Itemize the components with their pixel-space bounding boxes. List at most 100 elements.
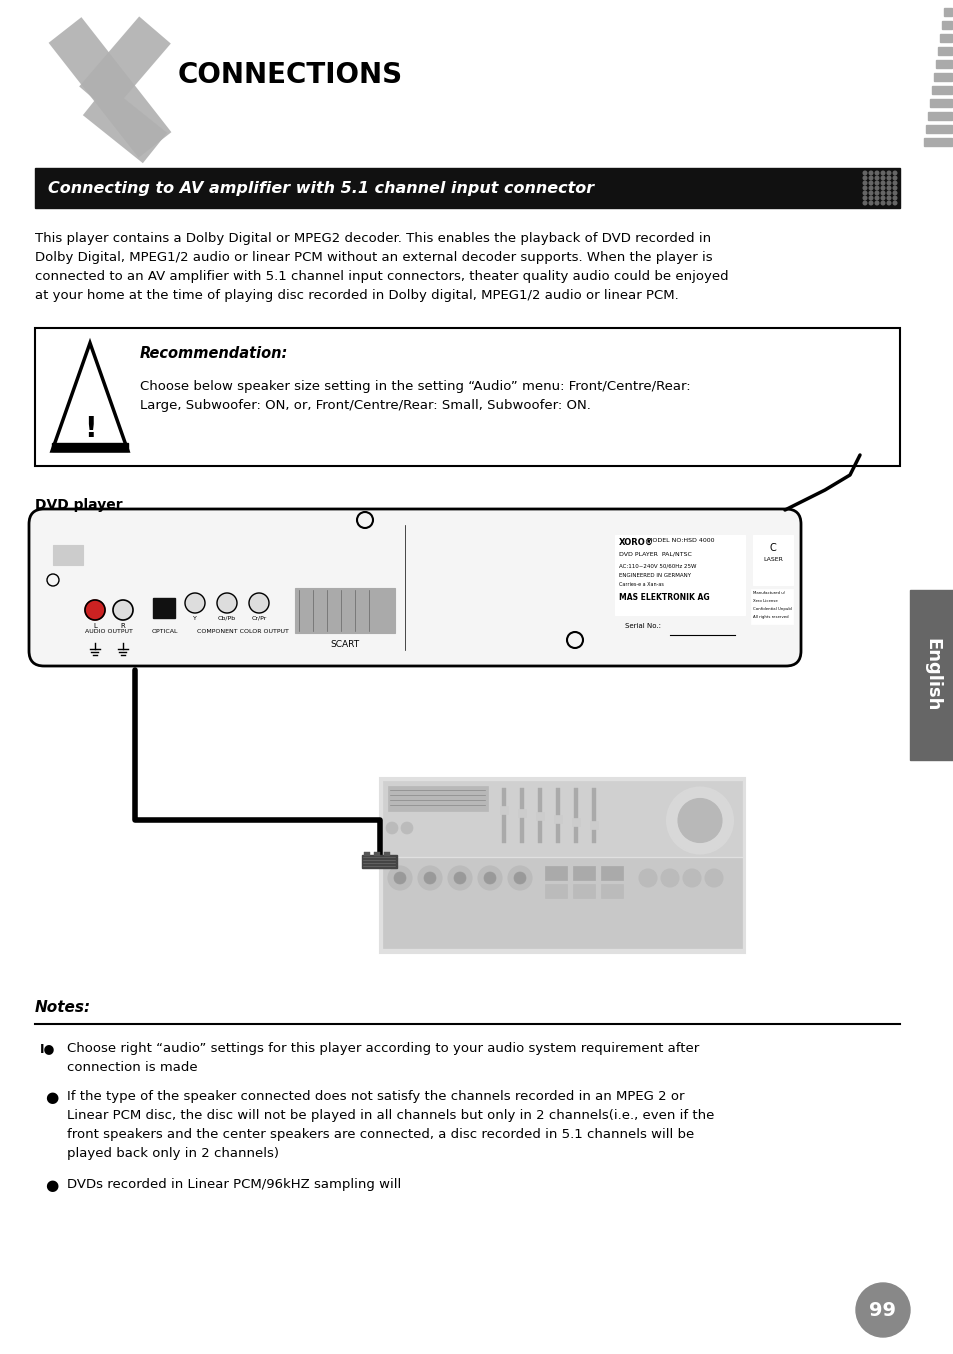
Circle shape: [868, 181, 872, 184]
Circle shape: [862, 171, 866, 175]
Bar: [937, 47, 951, 56]
Circle shape: [892, 187, 896, 190]
Text: OPTICAL: OPTICAL: [152, 630, 178, 634]
Text: Cb/Pb: Cb/Pb: [217, 616, 235, 621]
Bar: [573, 884, 595, 898]
Bar: [501, 788, 505, 844]
Circle shape: [886, 191, 890, 195]
Bar: [544, 884, 566, 898]
Circle shape: [886, 196, 890, 200]
Text: connected to an AV amplifier with 5.1 channel input connectors, theater quality : connected to an AV amplifier with 5.1 ch…: [35, 269, 728, 283]
Text: Confidential Unpubl: Confidential Unpubl: [752, 607, 791, 611]
Bar: [35, 328, 899, 466]
Text: front speakers and the center speakers are connected, a disc recorded in 5.1 cha: front speakers and the center speakers a…: [67, 1128, 694, 1141]
Circle shape: [881, 202, 883, 204]
Text: ●: ●: [45, 1178, 58, 1193]
Circle shape: [394, 872, 406, 884]
Text: CONNECTIONS: CONNECTIONS: [178, 61, 403, 89]
Text: COMPONENT COLOR OUTPUT: COMPONENT COLOR OUTPUT: [197, 630, 289, 634]
Bar: [600, 867, 622, 880]
Circle shape: [886, 176, 890, 180]
Text: R: R: [120, 623, 125, 630]
Bar: [574, 788, 578, 844]
Text: at your home at the time of playing disc recorded in Dolby digital, MPEG1/2 audi: at your home at the time of playing disc…: [35, 288, 678, 302]
Circle shape: [892, 171, 896, 175]
Circle shape: [892, 181, 896, 184]
Circle shape: [886, 171, 890, 175]
Circle shape: [886, 202, 890, 204]
Circle shape: [868, 171, 872, 175]
Bar: [600, 884, 622, 898]
Bar: [573, 867, 595, 880]
Circle shape: [423, 872, 436, 884]
Bar: [537, 788, 541, 844]
Text: Notes:: Notes:: [35, 1001, 91, 1016]
Circle shape: [868, 191, 872, 195]
Circle shape: [881, 181, 883, 184]
Bar: [556, 788, 559, 844]
Bar: [35, 168, 899, 209]
Circle shape: [85, 600, 105, 620]
Bar: [554, 815, 561, 823]
Circle shape: [862, 202, 866, 204]
Circle shape: [881, 191, 883, 195]
Circle shape: [868, 202, 872, 204]
Text: L: L: [93, 623, 97, 630]
Bar: [929, 99, 951, 107]
Text: Y: Y: [193, 616, 196, 621]
Text: C: C: [769, 543, 776, 552]
Circle shape: [874, 196, 878, 200]
Circle shape: [881, 187, 883, 190]
Circle shape: [417, 867, 441, 890]
Bar: [931, 87, 951, 93]
Circle shape: [892, 176, 896, 180]
Circle shape: [249, 593, 269, 613]
Circle shape: [704, 869, 722, 887]
Bar: [382, 858, 741, 948]
Circle shape: [507, 867, 532, 890]
Circle shape: [660, 869, 679, 887]
Circle shape: [868, 187, 872, 190]
Circle shape: [874, 202, 878, 204]
Bar: [935, 60, 951, 68]
Bar: [388, 787, 488, 811]
Bar: [544, 867, 566, 880]
Circle shape: [862, 187, 866, 190]
Text: 99: 99: [868, 1300, 896, 1320]
Circle shape: [454, 872, 465, 884]
Text: Manufactured u/: Manufactured u/: [752, 590, 784, 594]
Bar: [517, 808, 525, 816]
Text: Recommendation:: Recommendation:: [140, 347, 288, 362]
Bar: [374, 852, 379, 856]
Circle shape: [448, 867, 472, 890]
Text: !: !: [84, 414, 96, 443]
Circle shape: [862, 181, 866, 184]
Bar: [572, 818, 579, 826]
Circle shape: [868, 176, 872, 180]
Circle shape: [874, 171, 878, 175]
Circle shape: [388, 867, 412, 890]
Text: Linear PCM disc, the disc will not be played in all channels but only in 2 chann: Linear PCM disc, the disc will not be pl…: [67, 1109, 714, 1122]
Text: Xero License: Xero License: [752, 598, 777, 603]
Text: LASER: LASER: [762, 556, 782, 562]
Text: DVD PLAYER  PAL/NTSC: DVD PLAYER PAL/NTSC: [618, 551, 691, 556]
Circle shape: [185, 593, 205, 613]
Text: If the type of the speaker connected does not satisfy the channels recorded in a: If the type of the speaker connected doe…: [67, 1090, 684, 1104]
Bar: [379, 779, 744, 953]
Bar: [364, 852, 370, 856]
Circle shape: [886, 187, 890, 190]
Circle shape: [862, 196, 866, 200]
Bar: [923, 138, 951, 146]
Bar: [519, 788, 523, 844]
Text: DVD player: DVD player: [35, 498, 123, 512]
Text: English: English: [923, 638, 940, 712]
Circle shape: [862, 191, 866, 195]
Circle shape: [874, 187, 878, 190]
Bar: [939, 34, 951, 42]
Circle shape: [881, 196, 883, 200]
Text: MODEL NO:HSD 4000: MODEL NO:HSD 4000: [646, 538, 714, 543]
Text: All rights reserved: All rights reserved: [752, 615, 788, 619]
Circle shape: [666, 788, 732, 853]
Bar: [152, 598, 174, 617]
Text: I●: I●: [40, 1043, 55, 1055]
